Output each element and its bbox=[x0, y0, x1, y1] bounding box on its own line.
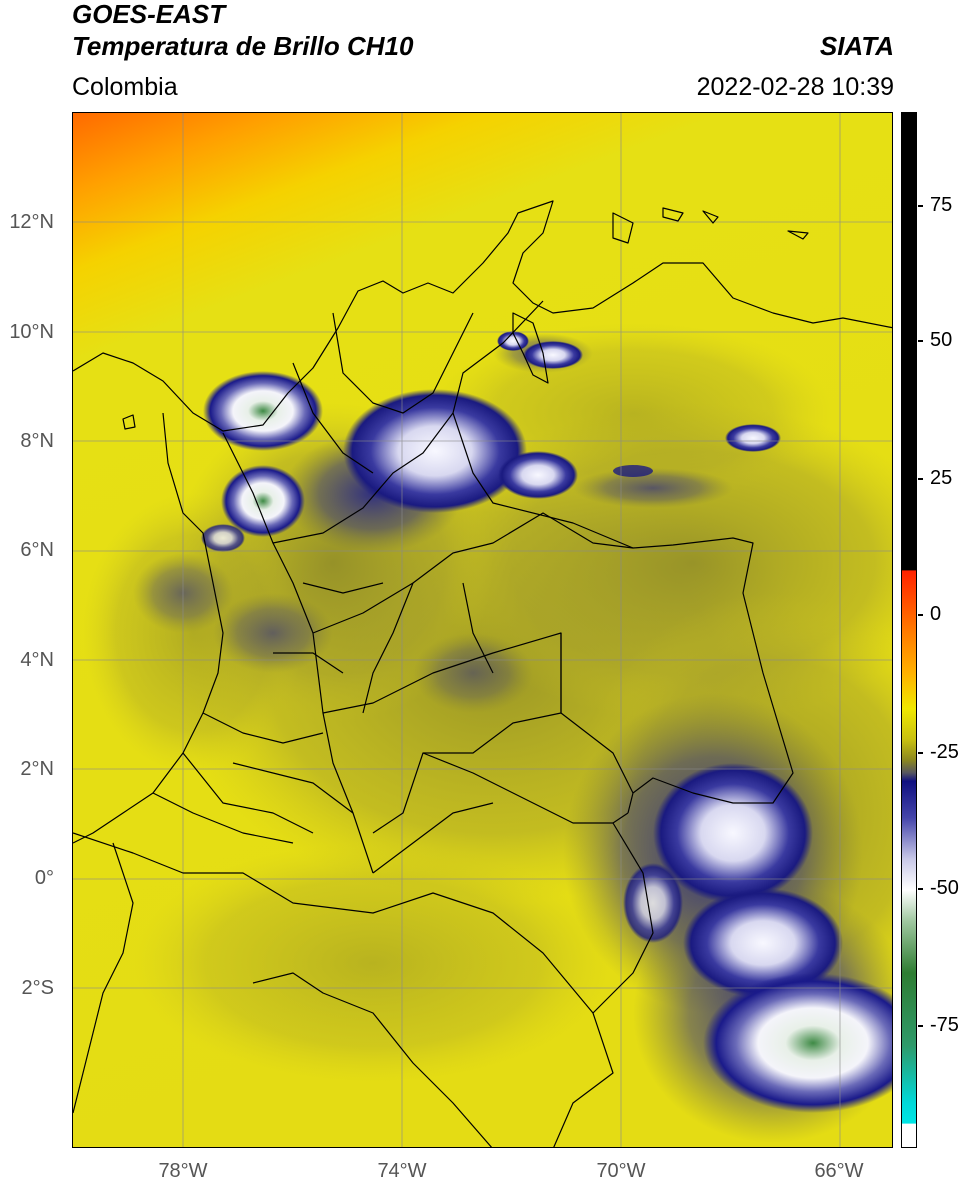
colorbar-label-minus25: -25 bbox=[930, 741, 959, 763]
borders bbox=[73, 200, 892, 1147]
colorbar-label-25: 25 bbox=[930, 467, 953, 489]
colorbar-tick bbox=[918, 1025, 923, 1027]
lon-label-70w: 70°W bbox=[596, 1160, 646, 1182]
satellite-title: GOES-EAST bbox=[72, 0, 226, 29]
colorbar bbox=[901, 112, 917, 1148]
colorbar-tick bbox=[918, 478, 923, 480]
colorbar-label-minus75: -75 bbox=[930, 1014, 959, 1036]
colorbar-label-0: 0 bbox=[930, 603, 942, 625]
colorbar-label-50: 50 bbox=[930, 329, 953, 351]
colorbar-tick bbox=[918, 340, 923, 342]
colorbar-gradient bbox=[902, 113, 916, 1147]
lat-label-0: 0° bbox=[34, 867, 54, 889]
colorbar-label-75: 75 bbox=[930, 194, 953, 216]
lat-label-8n: 8°N bbox=[20, 430, 54, 452]
lat-label-10n: 10°N bbox=[9, 321, 54, 343]
datetime-label: 2022-02-28 10:39 bbox=[696, 73, 894, 101]
convective-cores bbox=[201, 331, 892, 1113]
lat-label-2s: 2°S bbox=[21, 977, 54, 999]
lat-label-12n: 12°N bbox=[9, 211, 54, 233]
product-title: Temperatura de Brillo CH10 bbox=[72, 31, 414, 61]
colorbar-label-minus50: -50 bbox=[930, 877, 959, 899]
lon-label-74w: 74°W bbox=[377, 1160, 427, 1182]
region-label: Colombia bbox=[72, 73, 178, 101]
lat-label-2n: 2°N bbox=[20, 758, 54, 780]
colorbar-tick bbox=[918, 752, 923, 754]
source-label: SIATA bbox=[819, 31, 894, 61]
lat-label-4n: 4°N bbox=[20, 649, 54, 671]
lat-label-6n: 6°N bbox=[20, 539, 54, 561]
lon-label-78w: 78°W bbox=[158, 1160, 208, 1182]
satellite-map[interactable] bbox=[72, 112, 893, 1148]
lon-label-66w: 66°W bbox=[814, 1160, 864, 1182]
colorbar-tick bbox=[918, 205, 923, 207]
colorbar-tick bbox=[918, 888, 923, 890]
colorbar-tick bbox=[918, 614, 923, 616]
graticule bbox=[73, 113, 892, 1147]
